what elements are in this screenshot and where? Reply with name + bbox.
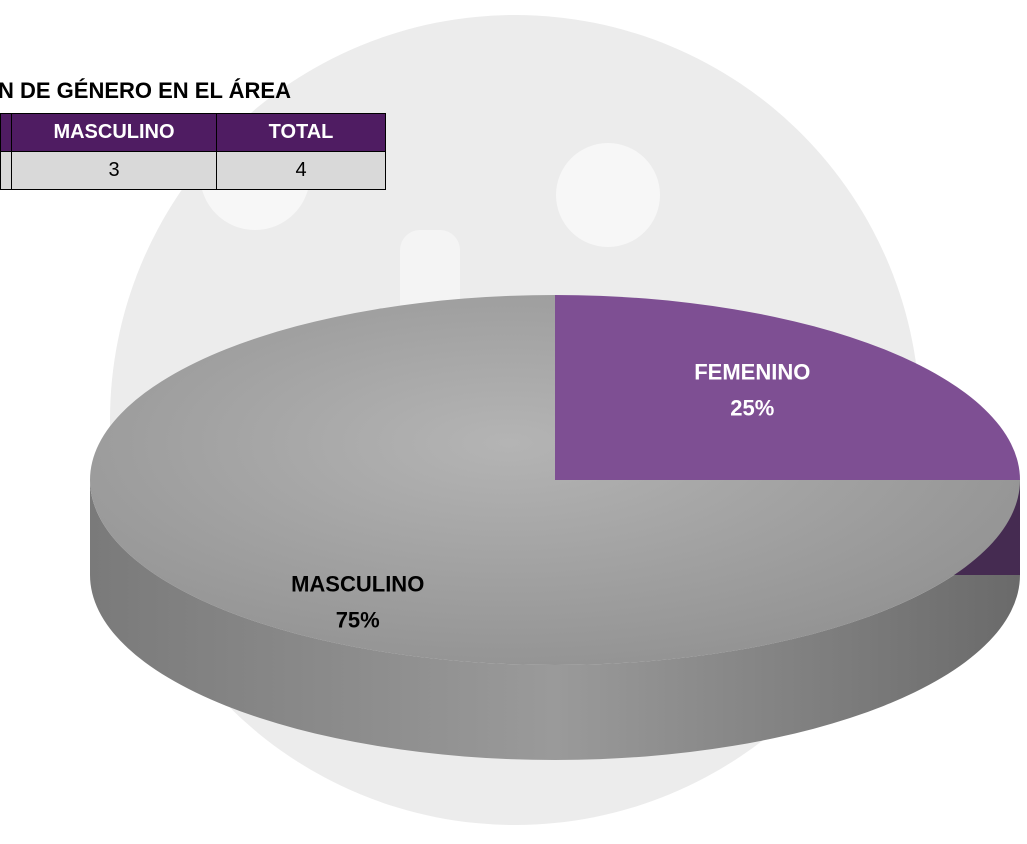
data-label-value: 25% <box>730 395 774 420</box>
pie-side <box>90 480 1020 760</box>
header-cell: MASCULINO <box>11 113 217 152</box>
data-label-category: MASCULINO <box>291 571 424 596</box>
pie-slice <box>555 295 1020 480</box>
cell <box>0 151 12 190</box>
data-label-category: FEMENINO <box>694 359 810 384</box>
pie-slice <box>90 295 1020 665</box>
sheet-title: N DE GÉNERO EN EL ÁREA <box>0 78 291 103</box>
data-label-value: 75% <box>336 607 380 632</box>
cell: 4 <box>216 151 386 190</box>
header-cell: TOTAL <box>216 113 386 152</box>
